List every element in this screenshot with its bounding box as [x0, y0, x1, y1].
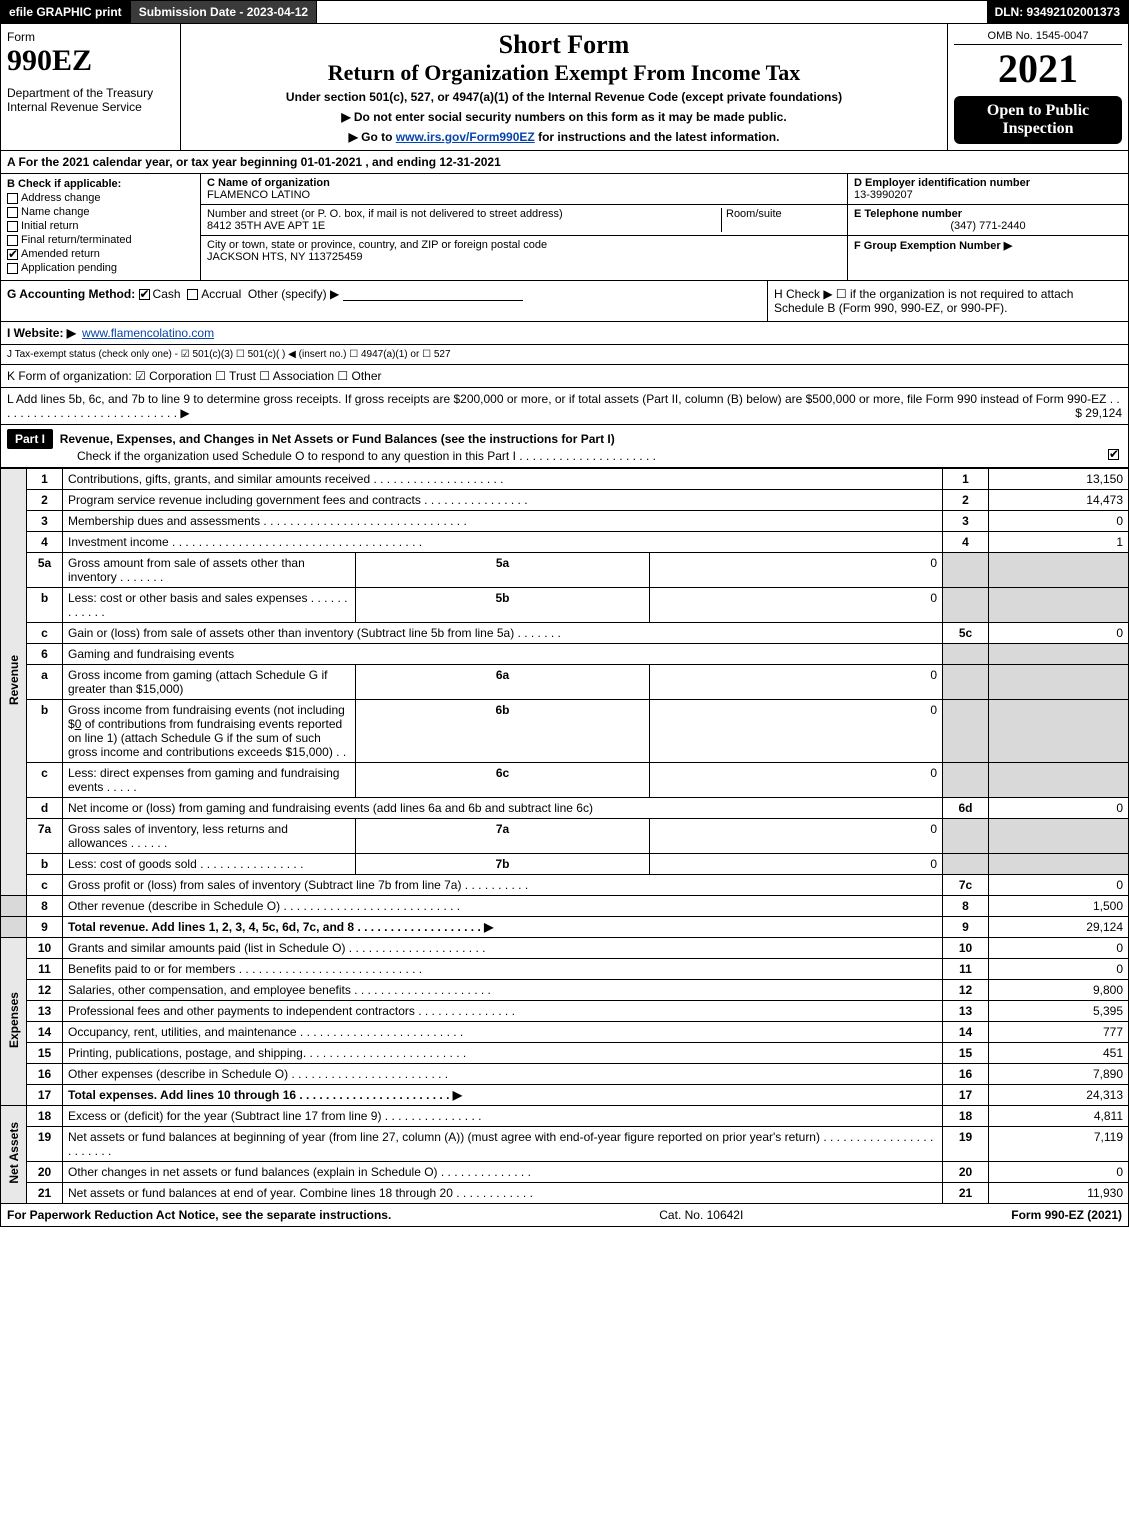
check-name-change[interactable] — [7, 207, 18, 218]
check-application-pending[interactable] — [7, 263, 18, 274]
f-label: F Group Exemption Number ▶ — [854, 240, 1012, 252]
amt-8: 1,500 — [989, 896, 1129, 917]
row-h: H Check ▶ ☐ if the organization is not r… — [768, 281, 1128, 321]
row-i: I Website: ▶ www.flamencolatino.com — [0, 322, 1129, 345]
dept-line-1: Department of the Treasury — [7, 86, 174, 100]
sub-6a: 0 — [649, 665, 942, 700]
footer: For Paperwork Reduction Act Notice, see … — [0, 1204, 1129, 1227]
info-grid: B Check if applicable: Address change Na… — [0, 174, 1129, 281]
amt-18: 4,811 — [989, 1106, 1129, 1127]
tax-year: 2021 — [954, 45, 1122, 92]
amt-2: 14,473 — [989, 490, 1129, 511]
vtab-revenue: Revenue — [1, 469, 27, 896]
col-d: D Employer identification number 13-3990… — [848, 174, 1128, 280]
check-amended-return[interactable] — [7, 249, 18, 260]
amt-19: 7,119 — [989, 1127, 1129, 1162]
other-specify-field[interactable] — [343, 287, 523, 301]
part1-title: Revenue, Expenses, and Changes in Net As… — [60, 432, 615, 446]
ein: 13-3990207 — [854, 189, 913, 201]
open-public-pill: Open to PublicInspection — [954, 96, 1122, 144]
d-label: D Employer identification number — [854, 177, 1030, 189]
website-link[interactable]: www.flamencolatino.com — [82, 326, 214, 340]
row-l-amount: $ 29,124 — [1075, 406, 1122, 420]
vtab-expenses: Expenses — [1, 938, 27, 1106]
instr-1: ▶ Do not enter social security numbers o… — [187, 110, 941, 124]
sub-7b: 0 — [649, 854, 942, 875]
instr-2: ▶ Go to www.irs.gov/Form990EZ for instru… — [187, 130, 941, 144]
amt-9: 29,124 — [989, 917, 1129, 938]
footer-left: For Paperwork Reduction Act Notice, see … — [7, 1208, 391, 1222]
room-label: Room/suite — [721, 208, 841, 232]
form-header: Form 990EZ Department of the Treasury In… — [0, 24, 1129, 151]
e-label: E Telephone number — [854, 208, 962, 220]
amt-21: 11,930 — [989, 1183, 1129, 1204]
street-label: Number and street (or P. O. box, if mail… — [207, 208, 563, 220]
amt-7c: 0 — [989, 875, 1129, 896]
check-accrual[interactable] — [187, 289, 198, 300]
form-word: Form — [7, 30, 174, 44]
org-name: FLAMENCO LATINO — [207, 189, 310, 201]
title-return: Return of Organization Exempt From Incom… — [187, 60, 941, 86]
header-center: Short Form Return of Organization Exempt… — [181, 24, 948, 150]
vtab-netassets: Net Assets — [1, 1106, 27, 1204]
row-k: K Form of organization: ☑ Corporation ☐ … — [0, 365, 1129, 388]
phone: (347) 771-2440 — [854, 220, 1122, 232]
title-short-form: Short Form — [187, 30, 941, 60]
check-final-return[interactable] — [7, 235, 18, 246]
amt-12: 9,800 — [989, 980, 1129, 1001]
amt-17: 24,313 — [989, 1085, 1129, 1106]
amt-14: 777 — [989, 1022, 1129, 1043]
street: 8412 35TH AVE APT 1E — [207, 220, 325, 232]
amt-13: 5,395 — [989, 1001, 1129, 1022]
amt-20: 0 — [989, 1162, 1129, 1183]
amt-16: 7,890 — [989, 1064, 1129, 1085]
row-g: G Accounting Method: Cash Accrual Other … — [1, 281, 768, 321]
top-bar: efile GRAPHIC print Submission Date - 20… — [0, 0, 1129, 24]
amt-4: 1 — [989, 532, 1129, 553]
amt-11: 0 — [989, 959, 1129, 980]
sub-6c: 0 — [649, 763, 942, 798]
sub-7a: 0 — [649, 819, 942, 854]
form-number: 990EZ — [7, 44, 174, 78]
part1-check-line: Check if the organization used Schedule … — [7, 449, 656, 463]
c-label: C Name of organization — [207, 177, 330, 189]
amt-1: 13,150 — [989, 469, 1129, 490]
amt-6d: 0 — [989, 798, 1129, 819]
check-address-change[interactable] — [7, 193, 18, 204]
check-initial-return[interactable] — [7, 221, 18, 232]
amt-3: 0 — [989, 511, 1129, 532]
amt-10: 0 — [989, 938, 1129, 959]
amt-5c: 0 — [989, 623, 1129, 644]
lines-table: Revenue 1 Contributions, gifts, grants, … — [0, 468, 1129, 1204]
part1-header: Part I Revenue, Expenses, and Changes in… — [0, 425, 1129, 468]
part1-label: Part I — [7, 429, 53, 449]
city: JACKSON HTS, NY 113725459 — [207, 251, 363, 263]
subtitle: Under section 501(c), 527, or 4947(a)(1)… — [187, 90, 941, 104]
city-label: City or town, state or province, country… — [207, 239, 547, 251]
dln: DLN: 93492102001373 — [987, 1, 1128, 23]
col-b-heading: B Check if applicable: — [7, 178, 194, 190]
amt-15: 451 — [989, 1043, 1129, 1064]
dept-line-2: Internal Revenue Service — [7, 100, 174, 114]
efile-label: efile GRAPHIC print — [1, 1, 131, 23]
section-a: A For the 2021 calendar year, or tax yea… — [0, 151, 1129, 174]
footer-mid: Cat. No. 10642I — [391, 1208, 1011, 1222]
omb: OMB No. 1545-0047 — [954, 30, 1122, 45]
footer-right: Form 990-EZ (2021) — [1011, 1208, 1122, 1222]
header-left: Form 990EZ Department of the Treasury In… — [1, 24, 181, 150]
irs-link[interactable]: www.irs.gov/Form990EZ — [396, 130, 535, 144]
submission-date: Submission Date - 2023-04-12 — [131, 1, 317, 23]
sub-5a: 0 — [649, 553, 942, 588]
row-j: J Tax-exempt status (check only one) - ☑… — [0, 345, 1129, 365]
sub-6b: 0 — [649, 700, 942, 763]
col-b: B Check if applicable: Address change Na… — [1, 174, 201, 280]
part1-schedule-o-check[interactable] — [1108, 449, 1119, 460]
row-l: L Add lines 5b, 6c, and 7b to line 9 to … — [0, 388, 1129, 425]
header-right: OMB No. 1545-0047 2021 Open to PublicIns… — [948, 24, 1128, 150]
sub-5b: 0 — [649, 588, 942, 623]
check-cash[interactable] — [139, 289, 150, 300]
col-c: C Name of organization FLAMENCO LATINO N… — [201, 174, 848, 280]
